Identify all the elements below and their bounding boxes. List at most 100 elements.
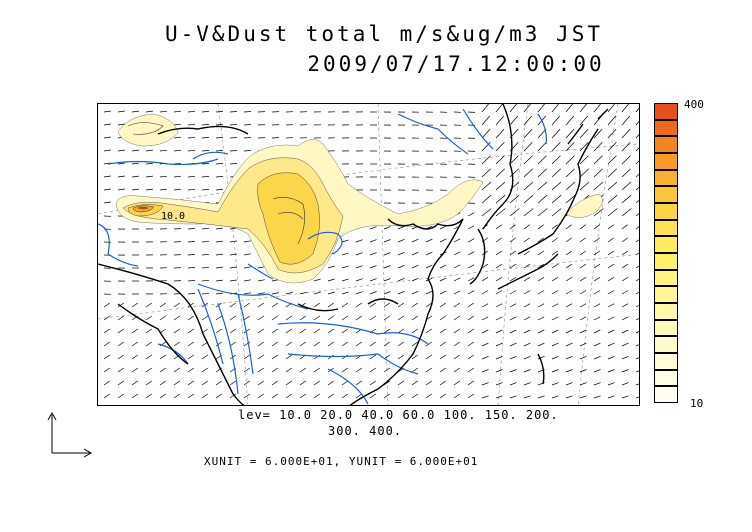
wind-vector <box>425 251 433 256</box>
wind-vector <box>467 315 474 321</box>
wind-vector <box>579 303 587 308</box>
wind-vector <box>383 328 390 334</box>
wind-vector <box>607 142 617 152</box>
wind-vector <box>495 342 503 347</box>
wind-vector <box>593 277 601 282</box>
wind-vector <box>187 136 196 139</box>
wind-vector <box>243 328 250 334</box>
wind-vector <box>215 253 223 256</box>
dust-level-400 <box>137 206 149 210</box>
wind-vector <box>439 367 446 373</box>
wind-vector <box>285 341 292 347</box>
wind-vector <box>565 277 573 282</box>
wind-vector <box>145 188 153 191</box>
wind-vector <box>481 382 489 386</box>
wind-vector <box>593 316 601 321</box>
wind-vector <box>439 264 447 269</box>
wind-vector <box>607 208 618 217</box>
wind-vector <box>173 302 180 308</box>
wind-vector <box>145 354 152 360</box>
wind-vector <box>565 316 573 321</box>
wind-vector <box>215 137 224 139</box>
wind-vector <box>565 155 575 165</box>
wind-vector <box>607 263 615 269</box>
wind-vector <box>397 302 404 308</box>
wind-vector <box>481 128 491 139</box>
wind-vector <box>285 292 293 295</box>
wind-vector <box>509 329 517 334</box>
wind-vector <box>201 253 210 256</box>
wind-vector <box>187 328 194 334</box>
wind-vector <box>341 265 349 269</box>
wind-vector <box>593 208 604 217</box>
wind-vector <box>593 250 600 256</box>
wind-vector <box>159 175 168 178</box>
map-title-line2: 2009/07/17.12:00:00 <box>307 52 605 76</box>
wind-vector <box>411 393 418 399</box>
wind-vector <box>607 168 617 178</box>
wind-vector <box>327 341 334 347</box>
wind-vector <box>509 224 516 230</box>
wind-vector <box>523 329 531 334</box>
wind-vector <box>481 104 489 113</box>
wind-vector <box>551 369 559 373</box>
legend-swatch <box>654 219 678 237</box>
wind-vector <box>257 367 264 373</box>
wind-vector <box>551 142 561 152</box>
wind-vector <box>551 115 561 126</box>
wind-vector <box>103 367 110 373</box>
wind-vector <box>257 302 264 308</box>
wind-vector <box>271 393 278 399</box>
wind-vector <box>257 292 265 295</box>
wind-vector <box>201 240 210 243</box>
wind-vector <box>173 110 182 113</box>
wind-vector <box>579 316 587 321</box>
wind-vector <box>565 263 573 269</box>
wind-vector <box>411 277 419 282</box>
wind-vector <box>187 123 196 126</box>
wind-vector <box>607 277 615 282</box>
wind-vector <box>607 237 614 243</box>
wind-vector <box>145 175 153 178</box>
wind-vector <box>369 302 376 308</box>
wind-vector <box>397 290 405 295</box>
wind-vector <box>271 328 278 334</box>
legend-swatch <box>654 153 678 170</box>
wind-vector <box>565 104 573 113</box>
wind-vector <box>523 224 530 230</box>
wind-vector <box>341 239 349 243</box>
wind-vector <box>411 238 419 243</box>
wind-vector <box>537 128 547 139</box>
wind-vector <box>481 181 492 191</box>
wind-vector <box>621 303 629 308</box>
wind-vector <box>243 253 251 256</box>
wind-vector <box>397 393 404 399</box>
wind-vector <box>621 329 629 334</box>
wind-vector <box>509 277 517 282</box>
wind-vector <box>565 237 572 243</box>
wind-vector <box>495 290 503 295</box>
wind-vector <box>523 181 534 191</box>
wind-vector <box>271 367 278 373</box>
wind-vector <box>607 224 614 230</box>
wind-vector <box>173 188 182 191</box>
wind-vector <box>257 279 265 282</box>
wind-vector <box>439 290 447 295</box>
wind-vector <box>131 110 139 113</box>
wind-vector <box>411 315 418 321</box>
wind-vector <box>383 278 391 282</box>
wind-vector <box>145 302 152 308</box>
wind-vector <box>621 155 631 165</box>
wind-vector <box>481 290 489 295</box>
wind-vector <box>635 107 639 113</box>
wind-vector <box>453 302 460 308</box>
wind-vector <box>201 137 210 139</box>
wind-vector <box>243 292 251 295</box>
wind-vector <box>607 104 615 113</box>
wind-vector <box>621 355 629 360</box>
wind-vector <box>369 315 376 321</box>
wind-vector <box>495 142 505 152</box>
wind-vector <box>131 393 138 399</box>
wind-vector <box>537 342 545 347</box>
legend-swatch <box>654 119 678 137</box>
